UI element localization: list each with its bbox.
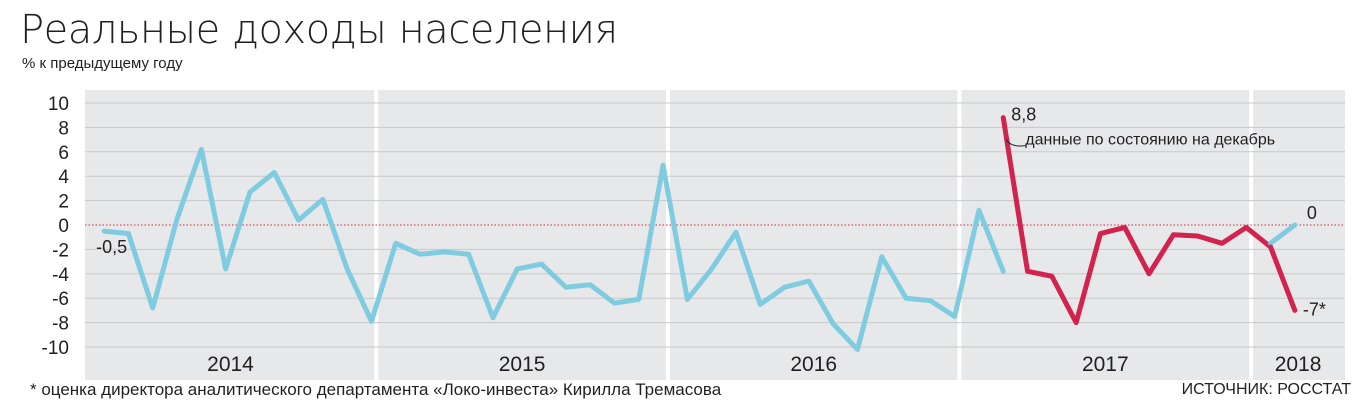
chart-title: Реальные доходы населения — [20, 7, 618, 53]
y-tick-label: -4 — [52, 265, 69, 286]
year-panel — [1253, 90, 1345, 380]
year-label: 2016 — [790, 353, 837, 376]
year-label: 2018 — [1275, 353, 1322, 376]
y-tick-label: -2 — [52, 240, 69, 261]
annotation-text: данные по состоянию на декабрь — [1025, 132, 1275, 149]
series-line-main — [101, 146, 1006, 352]
y-tick-label: 6 — [58, 143, 69, 164]
y-tick-label: 8 — [58, 118, 69, 139]
data-label: 8,8 — [1011, 105, 1036, 125]
y-tick-label: 4 — [58, 167, 69, 188]
series-line-main — [1268, 222, 1298, 246]
y-tick-label: 2 — [58, 192, 69, 213]
series-line-highlight — [1268, 244, 1298, 313]
data-label: -7* — [1303, 299, 1326, 319]
year-panel — [669, 90, 958, 380]
year-panel — [85, 90, 375, 380]
y-tick-label: -8 — [52, 314, 69, 335]
footnote: * оценка директора аналитического департ… — [30, 380, 722, 399]
y-tick-label: -10 — [42, 338, 69, 359]
series-line-highlight — [1000, 115, 1274, 326]
annotation-leader — [1005, 139, 1026, 147]
data-label: 0 — [1307, 203, 1317, 223]
y-tick-label: 0 — [58, 216, 69, 237]
year-panel — [378, 90, 666, 380]
source-label: ИСТОЧНИК: РОССТАТ — [1181, 381, 1351, 398]
chart-subtitle: % к предыдущему году — [22, 55, 183, 72]
data-label: -0,5 — [96, 237, 127, 257]
year-label: 2015 — [499, 353, 546, 376]
year-label: 2017 — [1082, 353, 1129, 376]
year-label: 2014 — [207, 353, 254, 376]
y-tick-label: -6 — [52, 289, 69, 310]
y-tick-label: 10 — [48, 94, 69, 115]
